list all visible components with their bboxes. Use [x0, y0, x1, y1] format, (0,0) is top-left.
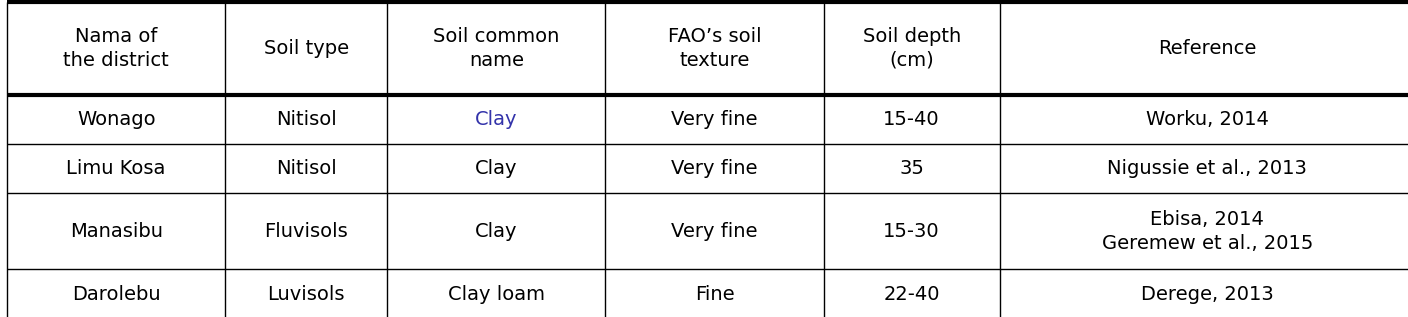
Text: Darolebu: Darolebu	[72, 285, 161, 303]
Text: Luvisols: Luvisols	[268, 285, 345, 303]
Text: Soil common
name: Soil common name	[434, 27, 559, 70]
Text: Clay: Clay	[474, 159, 518, 178]
Text: Manasibu: Manasibu	[69, 222, 163, 241]
Text: 35: 35	[900, 159, 924, 178]
Text: Very fine: Very fine	[672, 110, 758, 129]
Text: Nitisol: Nitisol	[276, 110, 337, 129]
Text: 15-30: 15-30	[883, 222, 941, 241]
Text: 22-40: 22-40	[883, 285, 941, 303]
Text: Clay loam: Clay loam	[448, 285, 545, 303]
Text: Clay: Clay	[474, 222, 518, 241]
Text: Fluvisols: Fluvisols	[265, 222, 348, 241]
Text: FAO’s soil
texture: FAO’s soil texture	[667, 27, 762, 70]
Text: Nitisol: Nitisol	[276, 159, 337, 178]
Text: 15-40: 15-40	[883, 110, 941, 129]
Text: Worku, 2014: Worku, 2014	[1146, 110, 1269, 129]
Text: Nama of
the district: Nama of the district	[63, 27, 169, 70]
Text: Fine: Fine	[694, 285, 735, 303]
Text: Nigussie et al., 2013: Nigussie et al., 2013	[1108, 159, 1307, 178]
Text: Wonago: Wonago	[77, 110, 155, 129]
Text: Soil depth
(cm): Soil depth (cm)	[863, 27, 960, 70]
Text: Derege, 2013: Derege, 2013	[1140, 285, 1274, 303]
Text: Limu Kosa: Limu Kosa	[66, 159, 166, 178]
Text: Clay: Clay	[474, 110, 518, 129]
Text: Ebisa, 2014
Geremew et al., 2015: Ebisa, 2014 Geremew et al., 2015	[1101, 210, 1314, 253]
Text: Very fine: Very fine	[672, 159, 758, 178]
Text: Soil type: Soil type	[263, 39, 349, 58]
Text: Reference: Reference	[1159, 39, 1256, 58]
Text: Very fine: Very fine	[672, 222, 758, 241]
